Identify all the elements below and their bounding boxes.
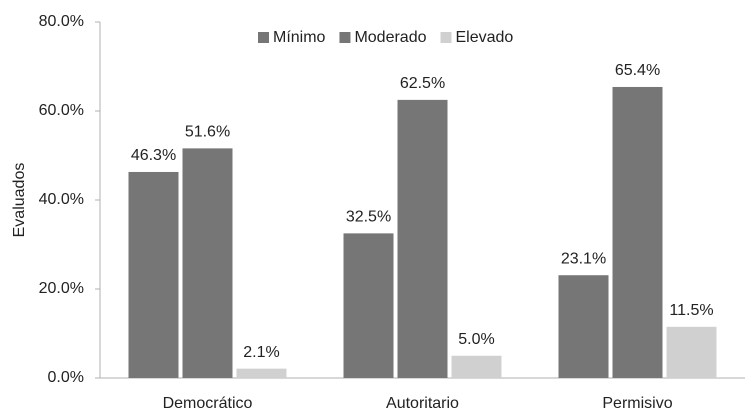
bar — [343, 233, 394, 378]
data-label: 51.6% — [185, 124, 230, 141]
y-tick-label: 0.0% — [48, 369, 84, 386]
bar — [451, 355, 502, 378]
bar — [182, 148, 233, 378]
y-tick-label: 60.0% — [39, 102, 84, 119]
data-label: 32.5% — [346, 209, 391, 226]
legend-label: Mínimo — [273, 29, 326, 46]
data-label: 62.5% — [400, 75, 445, 92]
bar — [236, 368, 287, 378]
data-label: 23.1% — [561, 250, 606, 267]
data-label: 11.5% — [669, 302, 713, 319]
legend-swatch — [339, 32, 351, 43]
y-tick-label: 80.0% — [39, 13, 84, 30]
legend-swatch — [440, 32, 452, 43]
x-tick-label: Permisivo — [602, 395, 672, 412]
y-tick-label: 40.0% — [39, 191, 84, 208]
bar — [128, 171, 179, 378]
legend-label: Elevado — [456, 29, 514, 46]
data-label: 2.1% — [243, 344, 279, 361]
legend-label: Moderado — [354, 29, 426, 46]
bar — [397, 99, 448, 378]
x-tick-label: Autoritario — [386, 395, 459, 412]
data-label: 46.3% — [131, 147, 176, 164]
bar — [666, 326, 717, 378]
y-axis-label: Evaluados — [11, 163, 28, 238]
y-tick-label: 20.0% — [39, 280, 84, 297]
bar — [612, 86, 663, 378]
x-tick-label: Democrático — [163, 395, 253, 412]
data-label: 5.0% — [458, 331, 494, 348]
bar — [558, 275, 609, 378]
data-label: 65.4% — [615, 62, 660, 79]
legend-swatch — [258, 32, 269, 43]
